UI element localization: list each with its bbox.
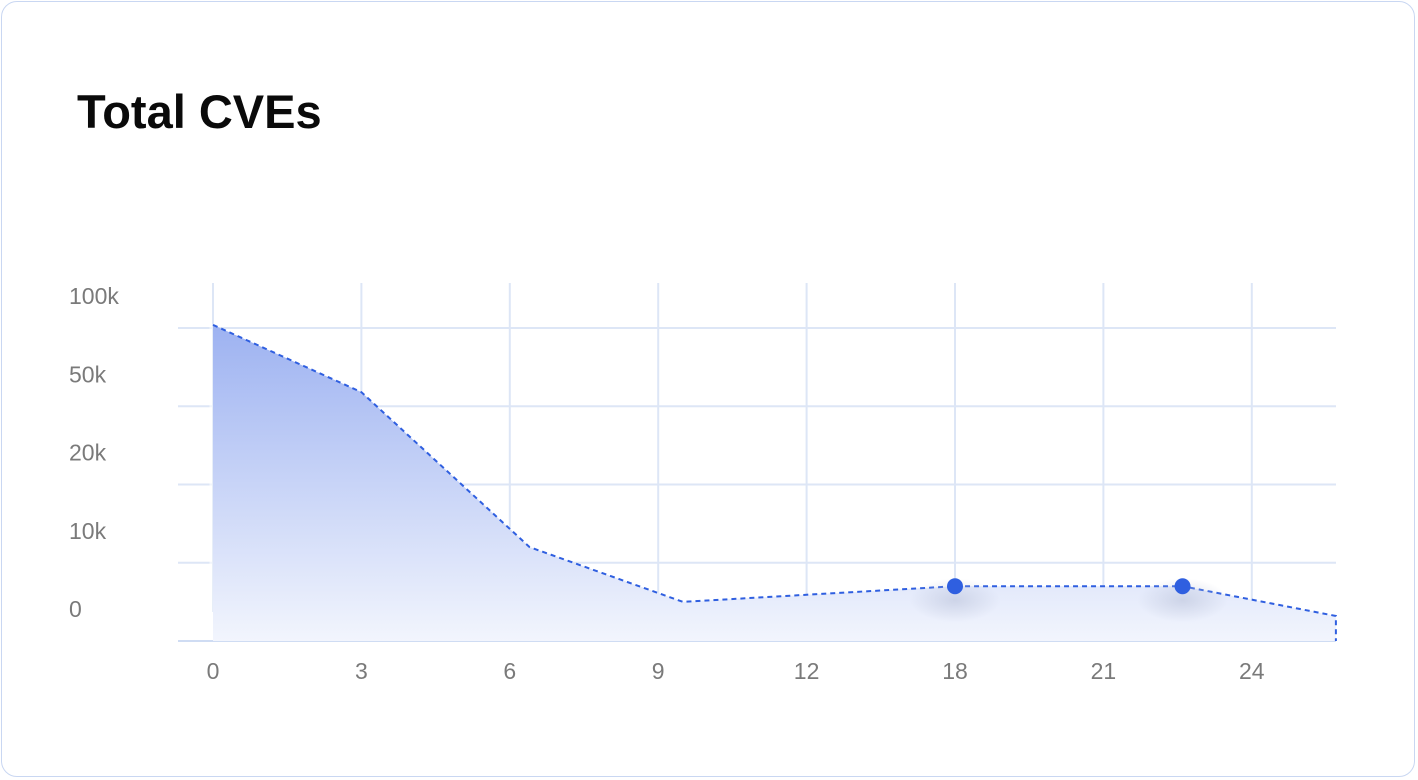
marker-glow bbox=[1137, 578, 1228, 623]
marker bbox=[1174, 578, 1191, 595]
chart-title: Total CVEs bbox=[77, 85, 322, 138]
y-tick-label: 50k bbox=[69, 361, 107, 387]
line bbox=[212, 323, 1337, 641]
x-tick-label: 9 bbox=[652, 658, 665, 684]
x-tick-label: 12 bbox=[794, 658, 820, 684]
x-tick-label: 18 bbox=[942, 658, 968, 684]
x-tick-label: 0 bbox=[207, 658, 220, 684]
y-tick-label: 0 bbox=[69, 596, 82, 622]
y-tick-label: 20k bbox=[69, 440, 107, 466]
marker-glow bbox=[910, 578, 1000, 623]
x-tick-label: 6 bbox=[503, 658, 516, 684]
x-tick-label: 24 bbox=[1239, 658, 1265, 684]
y-tick-label: 100k bbox=[69, 283, 119, 309]
marker bbox=[947, 578, 963, 595]
x-tick-label: 3 bbox=[355, 658, 368, 684]
x-tick-label: 21 bbox=[1091, 658, 1117, 684]
area-fill bbox=[213, 324, 1336, 641]
y-tick-label: 10k bbox=[69, 518, 107, 544]
